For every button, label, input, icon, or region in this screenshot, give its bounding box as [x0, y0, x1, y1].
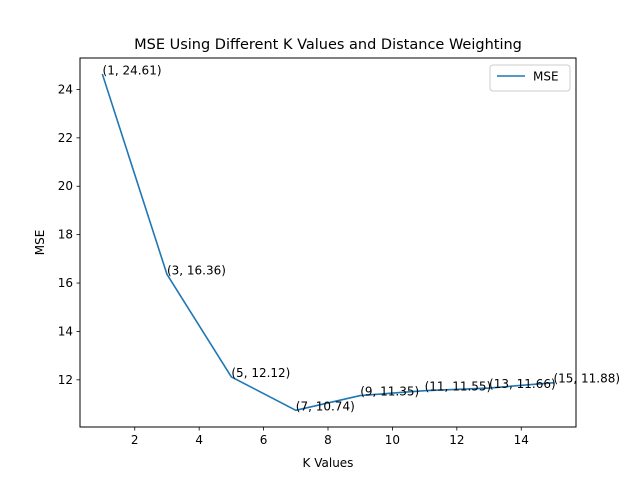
series-layer	[101, 73, 555, 412]
x-axis-title: K Values	[303, 456, 354, 470]
data-label: (5, 12.12)	[231, 366, 290, 380]
y-tick-label: 18	[58, 228, 73, 242]
x-axis: 2 4 6 8 10 12 14	[131, 427, 529, 447]
y-axis: 12 14 16 18 20 22 24	[58, 82, 80, 387]
x-tick-label: 4	[195, 433, 203, 447]
data-label: (15, 11.88)	[553, 372, 620, 386]
data-label: (11, 11.55)	[425, 380, 492, 394]
legend-entry-mse: MSE	[533, 70, 559, 84]
y-tick-label: 12	[58, 373, 73, 387]
data-label: (7, 10.74)	[296, 399, 355, 413]
legend: MSE	[489, 64, 571, 92]
y-tick-label: 16	[58, 276, 73, 290]
y-tick-label: 22	[58, 131, 73, 145]
x-tick-label: 10	[385, 433, 400, 447]
data-labels: (1, 24.61) (3, 16.36) (5, 12.12) (7, 10.74)…	[103, 64, 621, 414]
y-tick-label: 14	[58, 324, 73, 338]
data-label: (3, 16.36)	[167, 263, 226, 277]
data-label: (1, 24.61)	[103, 64, 162, 78]
data-label: (13, 11.66)	[489, 377, 556, 391]
x-tick-label: 6	[260, 433, 268, 447]
chart-title: MSE Using Different K Values and Distanc…	[134, 37, 522, 53]
x-tick-label: 8	[324, 433, 332, 447]
y-tick-label: 20	[58, 179, 73, 193]
plot-area-frame	[79, 57, 577, 428]
x-tick-label: 14	[514, 433, 529, 447]
series-line-mse	[101, 73, 555, 412]
x-tick-label: 2	[131, 433, 139, 447]
x-tick-label: 12	[449, 433, 464, 447]
y-axis-title: MSE	[33, 230, 47, 256]
legend-box	[489, 64, 571, 92]
data-label: (9, 11.35)	[360, 385, 419, 399]
y-tick-label: 24	[58, 82, 73, 96]
